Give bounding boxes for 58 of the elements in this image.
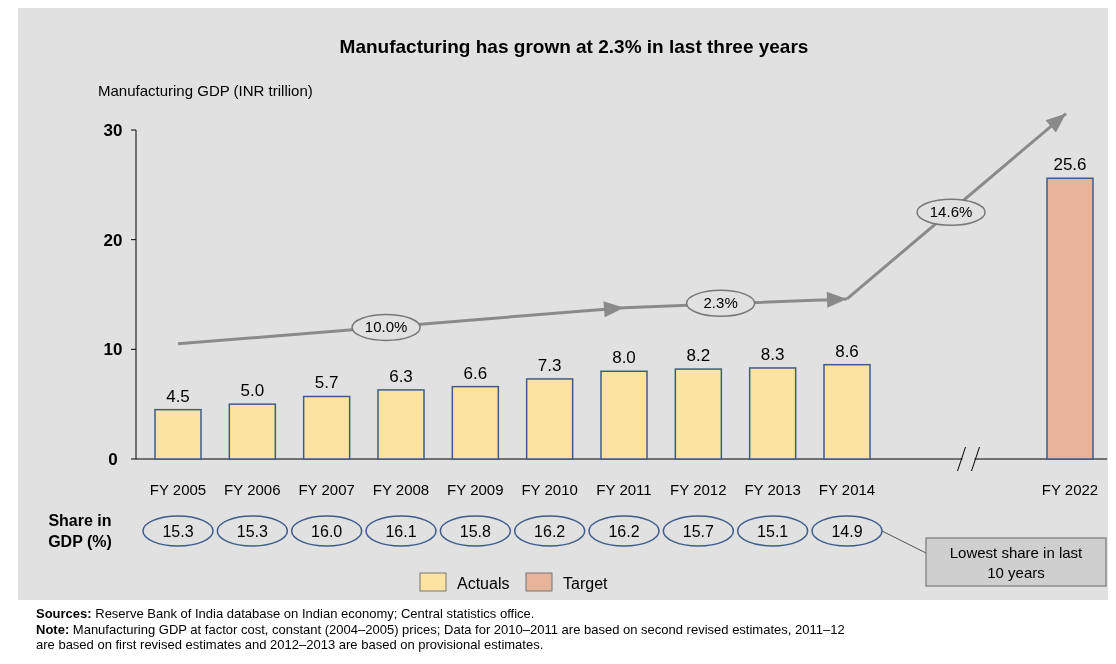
- x-tick-label: FY 2013: [744, 481, 801, 498]
- x-tick-label: FY 2022: [1041, 481, 1099, 498]
- legend-label: Actuals: [457, 575, 510, 592]
- y-tick-label: 30: [103, 121, 123, 140]
- data-label: 7.3: [537, 355, 562, 375]
- data-label: 5.0: [240, 381, 265, 401]
- data-label: 8.0: [612, 348, 636, 368]
- data-label: 5.7: [314, 373, 339, 393]
- text: 16.1: [385, 523, 417, 540]
- x-tick-label: FY 2005: [149, 481, 207, 498]
- x-tick-label: FY 2006: [224, 481, 281, 498]
- data-label: 8.2: [686, 346, 711, 366]
- bar: [823, 363, 871, 460]
- bar: [525, 378, 574, 460]
- x-tick-label: FY 2008: [372, 481, 430, 498]
- x-tick-label: FY 2014: [818, 481, 876, 498]
- text: 15.8: [459, 523, 492, 540]
- y-tick-label: 20: [103, 230, 123, 250]
- x-tick-label: FY 2010: [521, 481, 578, 498]
- y-axis-title: Manufacturing GDP (INR trillion): [98, 82, 313, 99]
- text: 15.3: [236, 523, 269, 540]
- bar: [154, 408, 202, 460]
- source-note: Sources: Reserve Bank of India database on Indian economy; Central statistics office.: [36, 606, 535, 621]
- data-label: 4.5: [166, 386, 190, 406]
- bar: [377, 389, 425, 460]
- annotation: 2.3%: [703, 294, 738, 312]
- text: 16.2: [534, 523, 566, 540]
- text: 15.7: [682, 523, 715, 540]
- text: 15.3: [162, 523, 194, 540]
- text: 16.0: [311, 523, 343, 540]
- text: Note: Manufacturing GDP at factor cost, constant (2004–2005) prices; Data for 2010–2011 are based on second revised estimates, 2011–12 are based on first revised estimates and 2012–2013 are based on provisional estimates.: [36, 622, 845, 652]
- text: Share in GDP (%): [48, 512, 112, 550]
- data-label: 6.6: [463, 363, 488, 383]
- bar: [1046, 177, 1094, 460]
- text: 14.9: [831, 523, 863, 540]
- annotation: 14.6%: [929, 203, 973, 221]
- bar: [228, 403, 277, 460]
- chart-title: Manufacturing has grown at 2.3% in last three years: [339, 36, 809, 57]
- annotation: 10.0%: [364, 318, 408, 336]
- y-tick-label: 0: [108, 450, 118, 469]
- data-label: 8.3: [760, 344, 785, 364]
- bar: [451, 385, 500, 460]
- data-label: 8.6: [835, 341, 859, 361]
- data-label: 25.6: [1053, 155, 1087, 175]
- bar: [748, 367, 797, 460]
- text: Lowest share in last 10 years: [949, 544, 1084, 581]
- x-tick-label: FY 2009: [447, 481, 504, 498]
- x-tick-label: FY 2011: [596, 481, 652, 498]
- y-tick-label: 10: [103, 340, 123, 360]
- legend-label: Target: [563, 575, 609, 592]
- x-tick-label: FY 2007: [298, 481, 355, 498]
- text: 15.1: [757, 523, 789, 540]
- bar: [302, 395, 351, 460]
- data-label: 6.3: [389, 366, 413, 386]
- x-tick-label: FY 2012: [670, 481, 727, 498]
- bar: [674, 368, 723, 460]
- text: 16.2: [608, 523, 640, 540]
- bar: [600, 370, 648, 460]
